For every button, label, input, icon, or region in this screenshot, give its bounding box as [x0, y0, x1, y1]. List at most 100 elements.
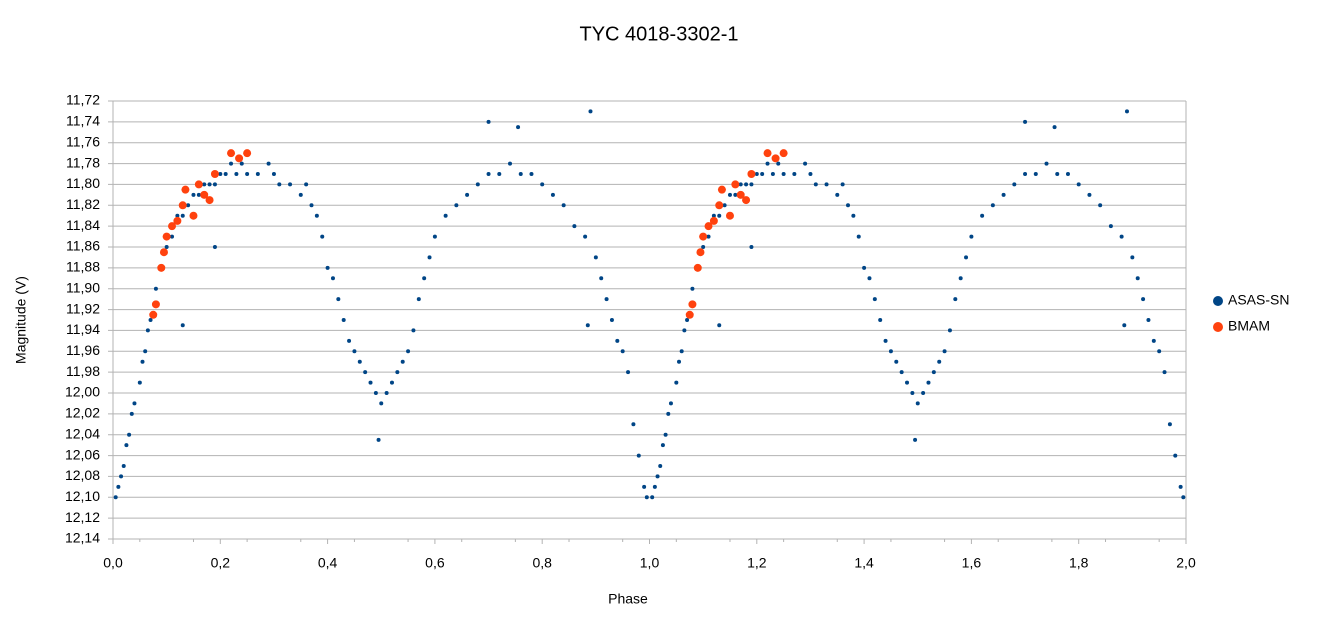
y-tick-label: 11,98 — [66, 363, 100, 379]
point — [699, 232, 708, 241]
point — [888, 349, 893, 354]
point — [937, 359, 942, 364]
point — [763, 149, 772, 158]
point — [856, 234, 861, 239]
point — [1178, 484, 1183, 489]
point — [363, 370, 368, 375]
point — [717, 323, 722, 328]
point — [486, 172, 491, 176]
point — [173, 216, 182, 225]
point — [395, 370, 400, 375]
point — [116, 484, 121, 489]
point — [867, 276, 872, 281]
point — [913, 437, 918, 442]
point — [255, 172, 260, 176]
point — [151, 300, 160, 309]
point — [749, 245, 754, 249]
point — [688, 300, 697, 309]
point — [663, 432, 668, 437]
point — [747, 170, 756, 178]
point — [824, 182, 829, 187]
point — [690, 286, 695, 291]
point — [840, 182, 845, 187]
point — [137, 380, 142, 385]
point — [508, 161, 513, 166]
x-tick-label: 0,0 — [103, 555, 123, 571]
point — [1087, 192, 1092, 197]
point — [878, 318, 883, 322]
point — [658, 464, 663, 468]
point — [170, 234, 175, 239]
point — [180, 213, 185, 218]
point — [1098, 203, 1103, 208]
point — [803, 161, 808, 166]
legend-label: ASAS-SN — [1228, 292, 1289, 308]
point — [212, 182, 217, 187]
point — [550, 192, 555, 197]
y-axis-title: Magnitude (V) — [13, 276, 29, 364]
point — [143, 349, 148, 354]
point — [620, 349, 625, 354]
point — [497, 172, 502, 176]
point — [119, 474, 124, 479]
x-tick-label: 1,6 — [962, 555, 982, 571]
point — [127, 432, 132, 437]
point — [701, 245, 706, 249]
point — [234, 172, 239, 176]
point — [561, 203, 566, 208]
x-tick-label: 1,8 — [1069, 555, 1089, 571]
point — [486, 119, 491, 124]
point — [336, 297, 341, 302]
y-tick-label: 11,92 — [66, 300, 100, 316]
point — [894, 359, 899, 364]
point — [808, 172, 813, 176]
point — [1181, 495, 1186, 500]
point — [180, 323, 185, 328]
point — [379, 401, 384, 406]
point — [200, 190, 209, 199]
point — [1119, 234, 1124, 239]
y-tick-label: 12,10 — [65, 488, 100, 504]
x-tick-label: 1,2 — [747, 555, 767, 571]
point — [899, 370, 904, 375]
point — [1052, 125, 1057, 130]
point — [727, 192, 732, 197]
point — [162, 232, 171, 241]
point — [373, 391, 378, 395]
point — [1167, 422, 1172, 427]
point — [411, 328, 416, 333]
point — [376, 437, 381, 442]
point — [599, 276, 604, 281]
point — [792, 172, 797, 176]
point — [454, 203, 459, 208]
y-tick-label: 11,94 — [66, 321, 100, 337]
point — [210, 170, 219, 178]
point — [427, 255, 432, 260]
point — [298, 192, 303, 197]
point — [644, 495, 649, 500]
point — [696, 248, 705, 257]
point — [207, 182, 212, 187]
point — [422, 276, 427, 281]
x-tick-label: 0,8 — [532, 555, 552, 571]
point — [733, 192, 738, 197]
point — [862, 265, 867, 270]
y-tick-label: 11,86 — [66, 238, 100, 254]
y-tick-label: 12,02 — [65, 405, 100, 421]
point — [129, 411, 134, 416]
y-tick-label: 11,88 — [66, 259, 100, 275]
point — [631, 422, 636, 427]
point — [958, 276, 963, 281]
point — [677, 359, 682, 364]
x-tick-label: 1,0 — [640, 555, 660, 571]
point — [693, 263, 702, 272]
point — [1044, 161, 1049, 166]
point — [652, 484, 657, 489]
point — [731, 180, 740, 189]
point — [969, 234, 974, 239]
x-tick-label: 0,4 — [318, 555, 338, 571]
point — [942, 349, 947, 354]
point — [243, 149, 252, 158]
point — [191, 192, 196, 197]
